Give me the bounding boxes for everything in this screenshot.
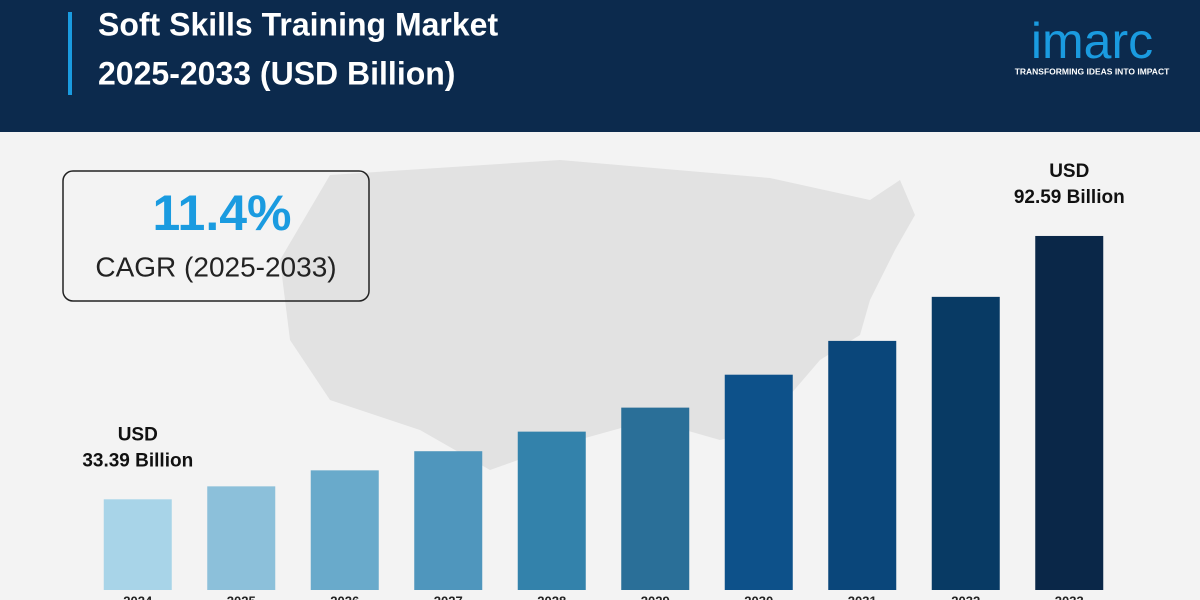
chart-title: Soft Skills Training Market — [98, 6, 498, 42]
logo-tagline: TRANSFORMING IDEAS INTO IMPACT — [1015, 66, 1170, 76]
cagr-label: CAGR (2025-2033) — [95, 251, 336, 282]
value-label: USD — [118, 424, 158, 445]
x-tick-label: 2032 — [951, 593, 980, 600]
x-tick-label: 2026 — [330, 593, 359, 600]
x-tick-label: 2028 — [537, 593, 566, 600]
bar — [621, 407, 690, 590]
logo: imarc — [1031, 13, 1153, 69]
bar — [724, 374, 793, 590]
value-label: 92.59 Billion — [1014, 187, 1125, 208]
bar — [1035, 235, 1104, 590]
bar — [517, 431, 586, 590]
bar — [931, 296, 1000, 590]
cagr-value: 11.4% — [152, 185, 291, 241]
cagr-box — [62, 170, 370, 302]
x-tick-label: 2033 — [1055, 593, 1084, 600]
bar — [310, 470, 379, 590]
x-tick-label: 2029 — [641, 593, 670, 600]
value-label: 33.39 Billion — [82, 450, 193, 471]
x-tick-label: 2025 — [227, 593, 256, 600]
chart-title: 2025-2033 (USD Billion) — [98, 55, 455, 91]
x-tick-label: 2031 — [848, 593, 877, 600]
x-tick-label: 2024 — [123, 593, 153, 600]
bar — [828, 340, 897, 590]
bar — [414, 451, 483, 590]
header — [0, 0, 1200, 132]
x-tick-label: 2030 — [744, 593, 773, 600]
header-accent — [68, 12, 72, 95]
value-label: USD — [1049, 161, 1089, 182]
bar — [207, 486, 276, 590]
x-tick-label: 2027 — [434, 593, 463, 600]
bar — [103, 499, 172, 590]
